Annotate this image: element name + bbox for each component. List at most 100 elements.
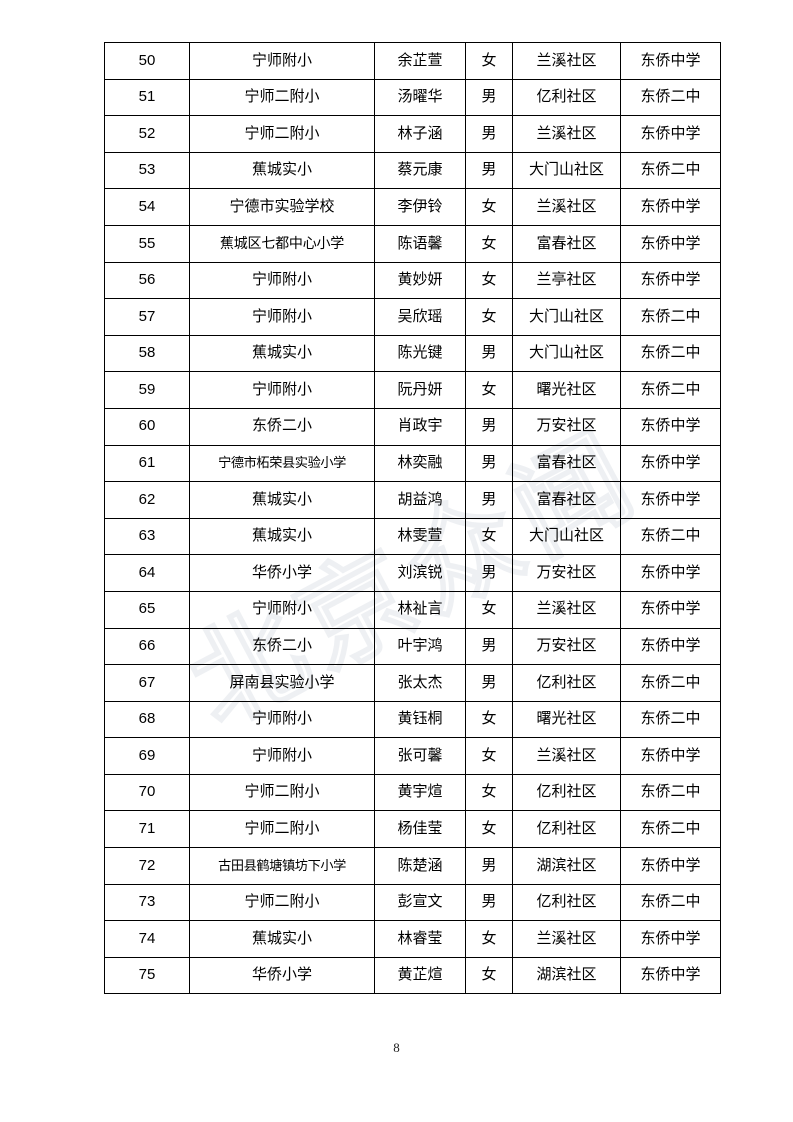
cell-school: 东侨二小 <box>189 407 375 446</box>
table-row: 75 华侨小学 黄芷煊女湖滨社区 东侨中学 <box>104 956 721 995</box>
cell-school: 蕉城实小 <box>189 517 375 556</box>
cell-gender: 女 <box>465 920 513 958</box>
cell-community: 亿利社区 <box>512 883 621 922</box>
cell-destination: 东侨中学 <box>620 554 721 592</box>
cell-school: 宁德市实验学校 <box>189 188 375 226</box>
cell-community: 亿利社区 <box>512 78 621 117</box>
cell-school: 蕉城区七都中心小学 <box>189 224 375 263</box>
table-row: 64 华侨小学 刘滨锐男万安社区 东侨中学 <box>104 554 721 592</box>
cell-community: 富春社区 <box>512 481 621 519</box>
cell-index: 72 <box>104 847 190 885</box>
cell-index: 59 <box>104 371 190 409</box>
cell-gender: 女 <box>465 42 513 80</box>
table-row: 70 宁师二附小 黄宇煊女亿利社区 东侨二中 <box>104 773 721 812</box>
cell-community: 兰亭社区 <box>512 261 621 300</box>
table-row: 50 宁师附小 余芷萱女兰溪社区 东侨中学 <box>104 42 721 80</box>
cell-name: 林睿莹 <box>374 920 466 958</box>
cell-destination: 东侨中学 <box>620 920 721 958</box>
cell-community: 湖滨社区 <box>512 847 621 885</box>
cell-school: 蕉城实小 <box>189 151 375 190</box>
table-row: 59 宁师附小 阮丹妍女曙光社区 东侨二中 <box>104 371 721 409</box>
table-row: 69 宁师附小 张可馨女兰溪社区 东侨中学 <box>104 737 721 775</box>
table-row: 68 宁师附小 黄钰桐女曙光社区 东侨二中 <box>104 700 721 739</box>
table-row: 60 东侨二小 肖政宇男万安社区 东侨中学 <box>104 407 721 446</box>
cell-destination: 东侨二中 <box>620 78 721 117</box>
cell-name: 黄芷煊 <box>374 956 466 995</box>
cell-destination: 东侨二中 <box>620 371 721 409</box>
table-row: 71 宁师二附小 杨佳莹女亿利社区 东侨二中 <box>104 810 721 849</box>
cell-index: 52 <box>104 115 190 153</box>
cell-school: 华侨小学 <box>189 554 375 592</box>
roster-table: 50 宁师附小 余芷萱女兰溪社区 东侨中学 51 宁师二附小 汤曜华男亿利社区 东侨二中 52 宁… <box>104 42 721 995</box>
cell-gender: 男 <box>465 481 513 519</box>
cell-destination: 东侨二中 <box>620 810 721 849</box>
cell-index: 55 <box>104 224 190 263</box>
cell-destination: 东侨二中 <box>620 700 721 739</box>
cell-name: 黄宇煊 <box>374 773 466 812</box>
roster-table-body: 50 宁师附小 余芷萱女兰溪社区 东侨中学 51 宁师二附小 汤曜华男亿利社区 东侨二中 52 宁… <box>104 42 721 995</box>
cell-school: 蕉城实小 <box>189 920 375 958</box>
cell-destination: 东侨中学 <box>620 847 721 885</box>
cell-destination: 东侨中学 <box>620 590 721 629</box>
cell-gender: 男 <box>465 78 513 117</box>
cell-school: 宁师附小 <box>189 737 375 775</box>
table-row: 57 宁师附小 吴欣瑶女大门山社区 东侨二中 <box>104 298 721 336</box>
cell-community: 万安社区 <box>512 554 621 592</box>
cell-school: 蕉城实小 <box>189 481 375 519</box>
cell-gender: 女 <box>465 773 513 812</box>
cell-school: 宁师附小 <box>189 42 375 80</box>
cell-gender: 女 <box>465 737 513 775</box>
cell-destination: 东侨中学 <box>620 444 721 483</box>
cell-destination: 东侨二中 <box>620 298 721 336</box>
table-row: 58 蕉城实小 陈光键男大门山社区 东侨二中 <box>104 334 721 373</box>
cell-destination: 东侨二中 <box>620 334 721 373</box>
cell-destination: 东侨二中 <box>620 883 721 922</box>
cell-index: 50 <box>104 42 190 80</box>
cell-school: 蕉城实小 <box>189 334 375 373</box>
cell-school: 屏南县实验小学 <box>189 664 375 702</box>
table-row: 72 古田县鹤塘镇坊下小学 陈楚涵男湖滨社区 东侨中学 <box>104 847 721 885</box>
cell-community: 兰溪社区 <box>512 920 621 958</box>
cell-gender: 男 <box>465 847 513 885</box>
cell-community: 大门山社区 <box>512 517 621 556</box>
table-row: 52 宁师二附小 林子涵男兰溪社区 东侨中学 <box>104 115 721 153</box>
cell-name: 陈楚涵 <box>374 847 466 885</box>
cell-index: 51 <box>104 78 190 117</box>
cell-name: 叶宇鸿 <box>374 627 466 666</box>
cell-destination: 东侨中学 <box>620 42 721 80</box>
cell-destination: 东侨中学 <box>620 627 721 666</box>
cell-name: 林雯萱 <box>374 517 466 556</box>
cell-community: 湖滨社区 <box>512 956 621 995</box>
cell-community: 大门山社区 <box>512 151 621 190</box>
cell-community: 亿利社区 <box>512 810 621 849</box>
cell-name: 陈光键 <box>374 334 466 373</box>
cell-name: 胡益鸿 <box>374 481 466 519</box>
cell-name: 黄妙妍 <box>374 261 466 300</box>
cell-community: 兰溪社区 <box>512 115 621 153</box>
cell-gender: 男 <box>465 334 513 373</box>
cell-community: 亿利社区 <box>512 664 621 702</box>
cell-index: 66 <box>104 627 190 666</box>
cell-gender: 女 <box>465 517 513 556</box>
cell-community: 大门山社区 <box>512 334 621 373</box>
cell-destination: 东侨中学 <box>620 261 721 300</box>
cell-name: 余芷萱 <box>374 42 466 80</box>
cell-name: 汤曜华 <box>374 78 466 117</box>
table-row: 54 宁德市实验学校 李伊铃女兰溪社区 东侨中学 <box>104 188 721 226</box>
table-row: 73 宁师二附小 彭宣文男亿利社区 东侨二中 <box>104 883 721 922</box>
cell-name: 杨佳莹 <box>374 810 466 849</box>
cell-community: 兰溪社区 <box>512 590 621 629</box>
cell-name: 蔡元康 <box>374 151 466 190</box>
cell-destination: 东侨中学 <box>620 224 721 263</box>
cell-school: 宁师附小 <box>189 371 375 409</box>
cell-index: 67 <box>104 664 190 702</box>
cell-name: 林奕融 <box>374 444 466 483</box>
cell-gender: 男 <box>465 407 513 446</box>
cell-destination: 东侨中学 <box>620 956 721 995</box>
table-row: 74 蕉城实小 林睿莹女兰溪社区 东侨中学 <box>104 920 721 958</box>
cell-school: 宁师二附小 <box>189 773 375 812</box>
cell-destination: 东侨二中 <box>620 664 721 702</box>
cell-gender: 男 <box>465 883 513 922</box>
cell-community: 曙光社区 <box>512 700 621 739</box>
cell-destination: 东侨中学 <box>620 188 721 226</box>
